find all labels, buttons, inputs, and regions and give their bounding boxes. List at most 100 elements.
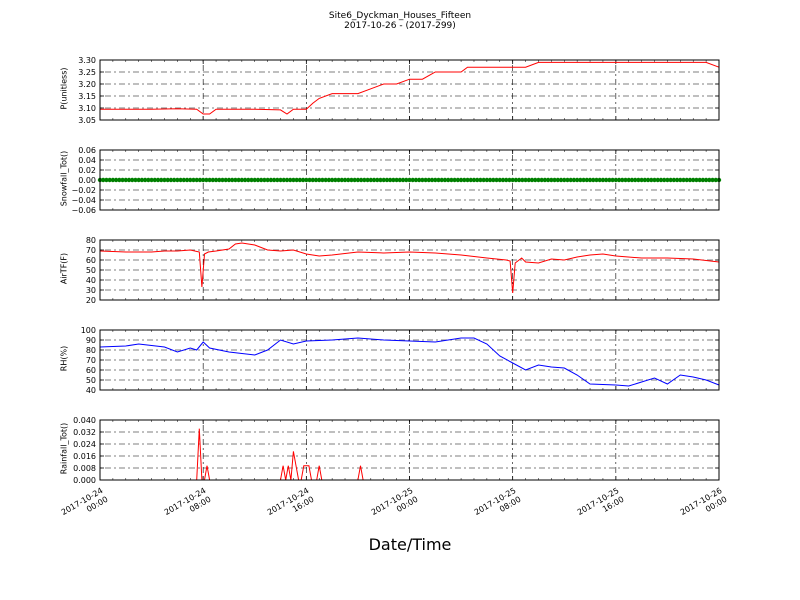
- snowfall-point: [655, 177, 660, 183]
- snowfall-point: [358, 177, 364, 183]
- snowfall-point: [168, 177, 174, 183]
- snowfall-point: [152, 177, 158, 183]
- snowfall-point: [458, 177, 464, 183]
- snowfall-point: [323, 177, 328, 183]
- snowfall-point: [297, 177, 303, 183]
- snowfall-point: [294, 177, 299, 183]
- snowfall-point: [188, 177, 193, 183]
- snowfall-point: [149, 177, 154, 183]
- snowfall-point: [471, 177, 477, 183]
- snowfall-point: [197, 177, 203, 183]
- snowfall-point: [239, 177, 245, 183]
- y-tick-label: −0.06: [71, 206, 96, 215]
- snowfall-point: [300, 177, 306, 183]
- y-axis-label: AirTF(F): [59, 252, 69, 285]
- snowfall-point: [346, 177, 351, 183]
- snowfall-point: [665, 177, 670, 183]
- snowfall-point: [536, 177, 541, 183]
- snowfall-point: [310, 177, 315, 183]
- snowfall-point: [484, 177, 490, 183]
- snowfall-point: [271, 177, 277, 183]
- snowfall-point: [433, 177, 438, 183]
- snowfall-point: [671, 177, 677, 183]
- snowfall-point: [288, 177, 293, 183]
- snowfall-point: [436, 177, 441, 183]
- snowfall-point: [452, 177, 457, 183]
- y-axis-label: Snowfall_Tot(): [59, 150, 69, 207]
- snowfall-point: [678, 177, 683, 183]
- snowfall-point: [523, 177, 528, 183]
- snowfall-point: [155, 177, 161, 183]
- snowfall-point: [349, 177, 354, 183]
- snowfall-point: [481, 177, 486, 183]
- snowfall-point: [597, 177, 602, 183]
- y-tick-label: 90: [86, 336, 96, 345]
- snowfall-point: [258, 177, 264, 183]
- y-tick-label: 0.032: [73, 428, 96, 437]
- snowfall-point: [329, 177, 335, 183]
- snowfall-point: [616, 177, 622, 183]
- snowfall-point: [236, 177, 241, 183]
- snowfall-point: [307, 177, 312, 183]
- snowfall-point: [101, 177, 106, 183]
- y-axis-label: P(unitless): [59, 67, 69, 110]
- snowfall-point: [587, 177, 593, 183]
- snowfall-point: [687, 177, 693, 183]
- snowfall-point: [317, 177, 322, 183]
- snowfall-point: [562, 177, 567, 183]
- snowfall-point: [462, 177, 467, 183]
- snowfall-point: [394, 177, 399, 183]
- snowfall-point: [584, 177, 590, 183]
- snowfall-point: [661, 177, 667, 183]
- snowfall-point: [703, 177, 709, 183]
- snowfall-point: [623, 177, 628, 183]
- snowfall-point: [549, 177, 554, 183]
- y-tick-label: 3.30: [78, 56, 96, 65]
- snowfall-point: [413, 177, 419, 183]
- y-tick-label: 0.016: [73, 452, 96, 461]
- snowfall-point: [162, 177, 167, 183]
- snowfall-point: [255, 177, 261, 183]
- snowfall-point: [126, 177, 132, 183]
- snowfall-point: [594, 177, 599, 183]
- snowfall-point: [178, 177, 183, 183]
- snowfall-point: [142, 177, 148, 183]
- snowfall-point: [707, 177, 712, 183]
- snowfall-point: [465, 177, 470, 183]
- snowfall-point: [674, 177, 680, 183]
- snowfall-point: [333, 177, 338, 183]
- snowfall-point: [581, 177, 586, 183]
- snowfall-point: [378, 177, 383, 183]
- snowfall-point: [449, 177, 454, 183]
- y-tick-label: 0.04: [78, 156, 96, 165]
- panel-frame: [99, 59, 720, 121]
- snowfall-point: [426, 177, 432, 183]
- snowfall-point: [352, 177, 357, 183]
- y-tick-label: 3.10: [78, 104, 96, 113]
- snowfall-point: [652, 177, 657, 183]
- snowfall-point: [645, 177, 651, 183]
- panel-1: 3.05 3.10 3.15 3.20 3.25 3.30: [78, 56, 720, 125]
- snowfall-point: [275, 177, 280, 183]
- y-tick-label: 40: [86, 276, 96, 285]
- snowfall-point: [555, 177, 561, 183]
- y-axis-label: RH(%): [59, 345, 69, 372]
- snowfall-point: [339, 177, 344, 183]
- y-tick-label: 80: [86, 346, 96, 355]
- snowfall-point: [204, 177, 209, 183]
- snowfall-point: [220, 177, 225, 183]
- y-tick-label: 0.00: [78, 176, 96, 185]
- snowfall-point: [574, 177, 580, 183]
- snowfall-point: [694, 177, 699, 183]
- y-tick-label: 30: [86, 286, 96, 295]
- snowfall-point: [691, 177, 696, 183]
- snowfall-point: [336, 177, 341, 183]
- snowfall-point: [391, 177, 396, 183]
- snowfall-point: [384, 177, 390, 183]
- snowfall-point: [500, 177, 506, 183]
- y-tick-label: 0.040: [73, 416, 96, 425]
- y-tick-label: 50: [86, 266, 96, 275]
